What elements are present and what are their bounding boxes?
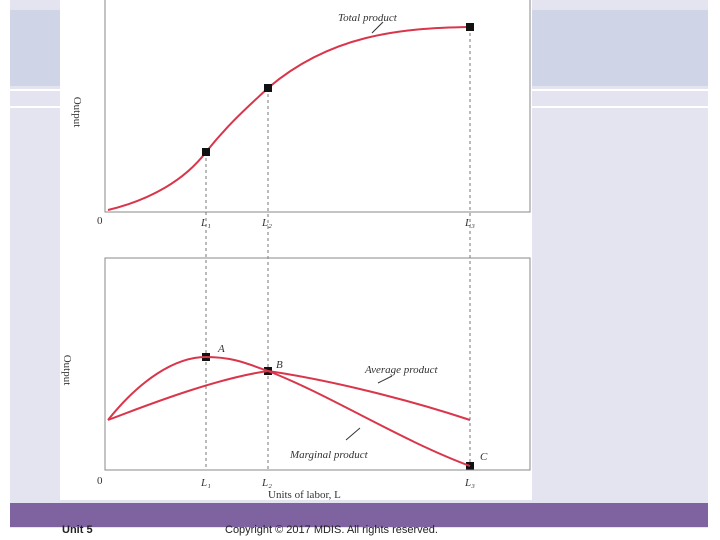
curve-label: Average product	[364, 364, 439, 376]
figure-background	[60, 0, 532, 500]
guide-lines	[205, 27, 471, 470]
marker: L₃	[464, 477, 475, 489]
average-product-curve	[107, 369, 471, 421]
marker: L₁	[200, 217, 211, 229]
unit: Unit 5	[62, 524, 93, 536]
point-label: C	[480, 451, 488, 463]
marker: L₁	[200, 477, 211, 489]
origin: 0	[97, 475, 103, 487]
curve-label: Total product	[338, 12, 398, 24]
footer-band	[10, 503, 708, 527]
marker: L₃	[464, 217, 475, 229]
leader	[377, 375, 393, 384]
marker: L₂	[261, 477, 272, 489]
y-label: Output	[61, 355, 73, 386]
copyright: Copyright © 2017 MDIS. All rights reserv…	[225, 524, 438, 536]
y-label: Output	[71, 97, 83, 128]
top-axes	[104, 0, 531, 213]
point-label: B	[276, 359, 283, 371]
total-product-curve	[107, 26, 471, 211]
marker: L₂	[261, 217, 272, 229]
curve-label: Marginal product	[289, 449, 369, 461]
origin: 0	[97, 215, 103, 227]
point-label: A	[217, 343, 225, 355]
leader	[371, 21, 384, 34]
marginal-product-curve	[107, 355, 471, 467]
leader	[345, 427, 361, 441]
x-label: Units of labor, L	[268, 489, 341, 501]
bottom-axes	[104, 257, 531, 471]
